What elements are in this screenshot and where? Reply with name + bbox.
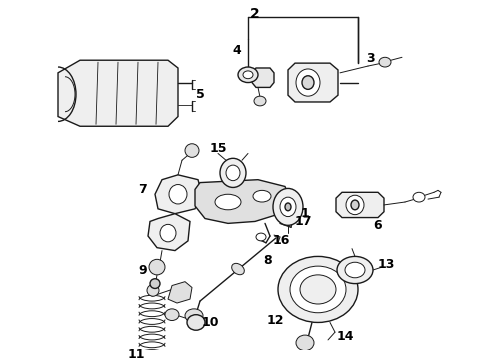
Polygon shape xyxy=(288,63,338,102)
Text: 6: 6 xyxy=(374,219,382,232)
Text: 11: 11 xyxy=(127,348,145,360)
Ellipse shape xyxy=(243,71,253,79)
Ellipse shape xyxy=(345,262,365,278)
Ellipse shape xyxy=(285,203,291,211)
Ellipse shape xyxy=(290,266,346,313)
Ellipse shape xyxy=(149,259,165,275)
Ellipse shape xyxy=(185,309,203,323)
Ellipse shape xyxy=(278,256,358,323)
Polygon shape xyxy=(155,175,202,214)
Text: 7: 7 xyxy=(138,183,147,196)
Text: 3: 3 xyxy=(366,52,374,65)
Ellipse shape xyxy=(296,335,314,351)
Ellipse shape xyxy=(185,144,199,157)
Ellipse shape xyxy=(302,76,314,89)
Ellipse shape xyxy=(187,315,205,330)
Text: 4: 4 xyxy=(233,44,242,57)
Text: 2: 2 xyxy=(250,6,260,21)
Ellipse shape xyxy=(150,279,160,288)
Ellipse shape xyxy=(226,165,240,181)
Polygon shape xyxy=(168,282,192,303)
Polygon shape xyxy=(148,214,190,251)
Text: 12: 12 xyxy=(266,314,284,327)
Text: 14: 14 xyxy=(336,329,354,343)
Text: 13: 13 xyxy=(377,258,394,271)
Text: 15: 15 xyxy=(209,142,227,155)
Polygon shape xyxy=(252,68,274,87)
Ellipse shape xyxy=(351,200,359,210)
Text: 1: 1 xyxy=(301,207,309,220)
Ellipse shape xyxy=(379,57,391,67)
Text: 5: 5 xyxy=(196,88,204,101)
Ellipse shape xyxy=(160,224,176,242)
Text: 16: 16 xyxy=(272,234,290,247)
Text: 9: 9 xyxy=(139,264,147,276)
Ellipse shape xyxy=(300,275,336,304)
Ellipse shape xyxy=(296,69,320,96)
Ellipse shape xyxy=(147,284,159,296)
Polygon shape xyxy=(58,60,178,126)
Ellipse shape xyxy=(238,67,258,82)
Text: 17: 17 xyxy=(294,215,312,228)
Ellipse shape xyxy=(254,96,266,106)
Text: 10: 10 xyxy=(201,316,219,329)
Ellipse shape xyxy=(215,194,241,210)
Polygon shape xyxy=(195,180,290,224)
Ellipse shape xyxy=(337,256,373,284)
Ellipse shape xyxy=(232,264,245,275)
Ellipse shape xyxy=(169,185,187,204)
Text: 8: 8 xyxy=(264,254,272,267)
Ellipse shape xyxy=(220,158,246,188)
Ellipse shape xyxy=(280,197,296,217)
Ellipse shape xyxy=(273,188,303,225)
Ellipse shape xyxy=(256,233,266,241)
Ellipse shape xyxy=(165,309,179,320)
Ellipse shape xyxy=(346,195,364,215)
Ellipse shape xyxy=(413,192,425,202)
Ellipse shape xyxy=(253,190,271,202)
Polygon shape xyxy=(336,192,384,217)
